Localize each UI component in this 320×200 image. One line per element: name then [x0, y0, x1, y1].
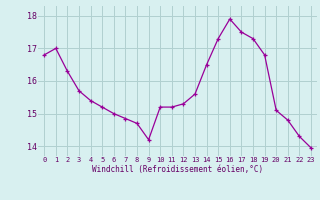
X-axis label: Windchill (Refroidissement éolien,°C): Windchill (Refroidissement éolien,°C)	[92, 165, 263, 174]
